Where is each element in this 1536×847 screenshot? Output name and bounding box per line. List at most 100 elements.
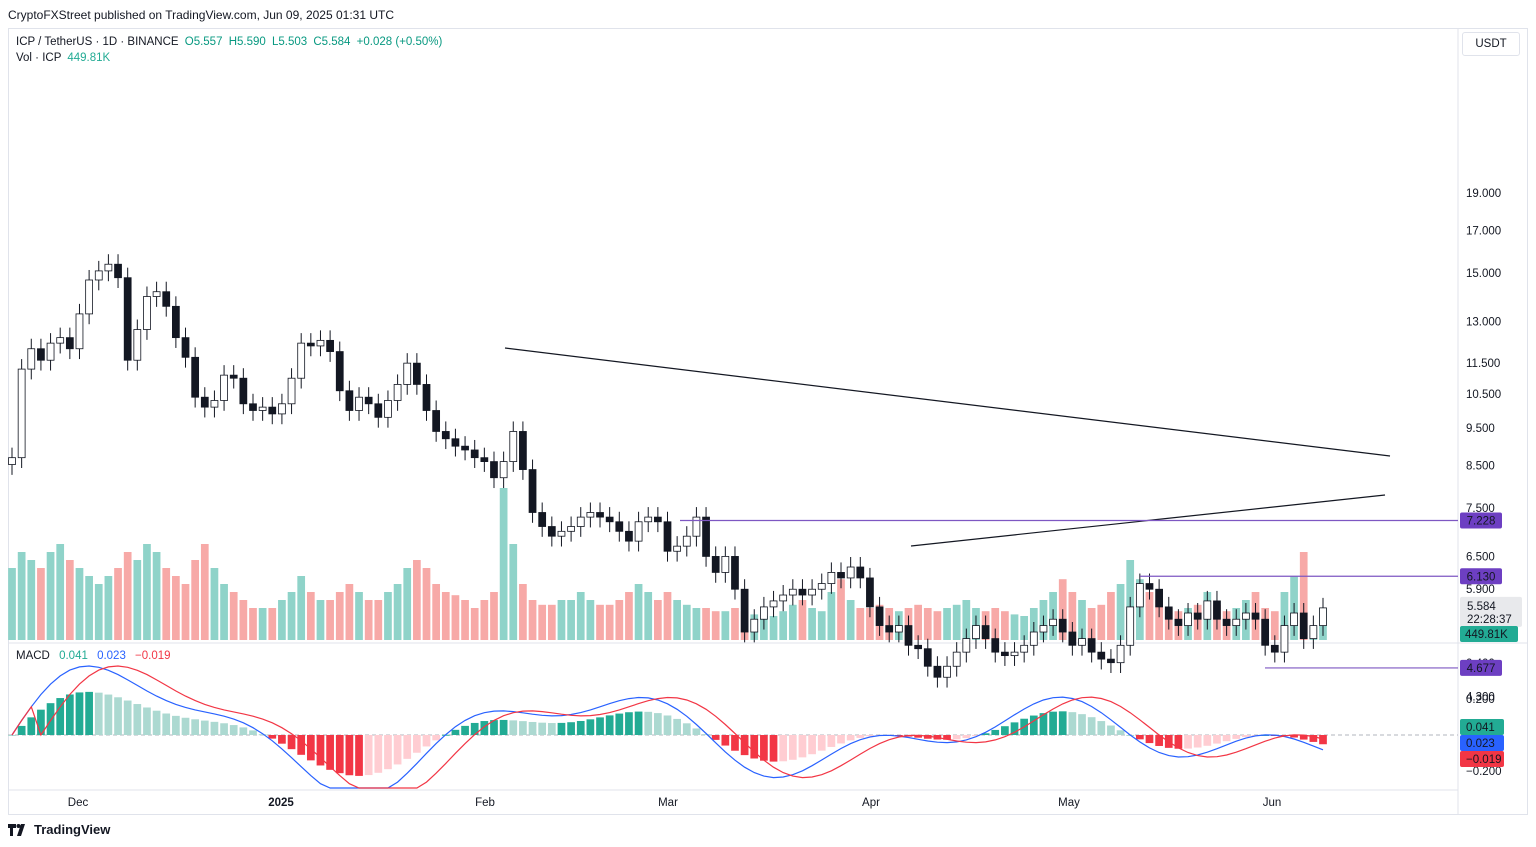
candle-body [345, 390, 354, 411]
candle-body [210, 400, 219, 408]
macd-histogram-bar [413, 735, 421, 753]
candle-body [519, 431, 527, 470]
candle-layer [8, 254, 1327, 688]
price-legend: ICP / TetherUS · 1D · BINANCE O5.557 H5.… [16, 34, 442, 66]
candle-body [1203, 600, 1212, 620]
macd-histogram-bar [451, 729, 460, 735]
candle-body [923, 648, 932, 667]
candle-body [625, 530, 633, 542]
volume-bar [654, 600, 662, 640]
macd-histogram-bar [952, 735, 961, 740]
candle-body [1029, 631, 1038, 646]
tradingview-logo[interactable]: TradingView [8, 822, 110, 837]
macd-histogram-bar [143, 707, 151, 735]
candle-body [326, 339, 334, 352]
macd-histogram-bar [1155, 735, 1163, 746]
macd-histogram-bar [586, 719, 595, 735]
volume-bar [181, 584, 190, 640]
macd-histogram-bar [1135, 735, 1144, 740]
candle-body [1261, 618, 1270, 646]
candle-body [750, 618, 759, 633]
macd-histogram-bar [962, 735, 971, 739]
macd-histogram-bar [287, 735, 296, 750]
macd-histogram-bar [1001, 726, 1009, 735]
candle-body [1251, 612, 1260, 620]
candle-body [181, 337, 190, 358]
macd-histogram-bar [114, 697, 122, 735]
volume-bar [46, 552, 55, 640]
macd-axis-tick: −0.200 [1466, 766, 1502, 778]
macd-histogram-bar [779, 735, 788, 762]
volume-label[interactable]: Vol · ICP [16, 52, 62, 64]
candle-body [490, 461, 498, 479]
macd-badge [1460, 735, 1504, 751]
volume-bar [432, 584, 441, 640]
price-level-label: 7.228 [1467, 515, 1496, 527]
volume-bar [143, 544, 151, 640]
symbol-line[interactable]: ICP / TetherUS · 1D · BINANCE [16, 36, 179, 48]
tradingview-brand-text: TradingView [34, 822, 111, 837]
price-axis-tick: 7.500 [1466, 503, 1495, 515]
volume-bar [8, 568, 16, 640]
publisher-note: CryptoFXStreet published on TradingView.… [8, 8, 394, 22]
volume-bar [393, 584, 402, 640]
candle-body [499, 461, 508, 479]
macd-histogram-bar [1222, 735, 1231, 742]
volume-bar [152, 552, 161, 640]
high-value: H5.590 [228, 36, 266, 48]
candle-body [258, 406, 267, 411]
candle-body [1078, 638, 1086, 646]
candle-body [1242, 612, 1250, 620]
candle-body [538, 512, 547, 527]
price-level-badge [1460, 659, 1502, 676]
macd-histogram-bar [490, 720, 498, 735]
trendline-layer [504, 347, 1458, 669]
volume-bar [702, 608, 710, 640]
macd-histogram-bar [557, 722, 566, 735]
macd-histogram-bar [268, 735, 277, 739]
macd-histogram-bar [393, 735, 402, 765]
volume-bar [1116, 584, 1125, 640]
candle-body [220, 374, 228, 401]
volume-bar [85, 576, 93, 640]
candle-body [692, 516, 701, 537]
macd-histogram-bar [702, 734, 710, 736]
volume-bar [229, 592, 238, 640]
macd-histogram-bar [403, 735, 412, 759]
macd-histogram-bar [65, 694, 74, 735]
candle-body [509, 431, 518, 462]
macd-histogram-bar [432, 735, 441, 741]
time-axis-tick: Jun [1263, 797, 1282, 809]
candle-body [846, 566, 855, 579]
macd-badge [1460, 751, 1504, 767]
time-axis-tick: May [1058, 797, 1080, 809]
volume-bar [27, 560, 36, 640]
macd-histogram-bar [750, 735, 759, 759]
currency-selector[interactable]: USDT [1462, 32, 1520, 56]
macd-histogram-bar [191, 719, 200, 735]
macd-histogram-bar [470, 722, 479, 735]
macd-histogram-bar [615, 713, 624, 735]
candle-body [393, 384, 402, 401]
candle-body [1126, 606, 1135, 646]
candle-body [943, 665, 951, 678]
price-axis-tick: 15.000 [1466, 268, 1501, 280]
candle-body [837, 572, 845, 579]
volume-bar [249, 608, 257, 640]
candle-body [364, 396, 373, 405]
price-axis-tick: 17.000 [1466, 226, 1501, 238]
candle-body [904, 625, 913, 646]
chart-frame [8, 28, 1528, 815]
macd-histogram-bar [297, 735, 306, 755]
macd-histogram-bar [740, 735, 749, 756]
volume-bar [123, 552, 132, 640]
candle-body [480, 457, 489, 462]
macd-badge [1460, 719, 1504, 735]
change-value: +0.028 (+0.50%) [356, 36, 443, 48]
macd-badge-label: −0.019 [1466, 754, 1502, 766]
candle-body [441, 431, 450, 440]
volume-value: 449.81K [67, 52, 111, 64]
candle-body [123, 277, 132, 361]
macd-label[interactable]: MACD [16, 650, 50, 662]
